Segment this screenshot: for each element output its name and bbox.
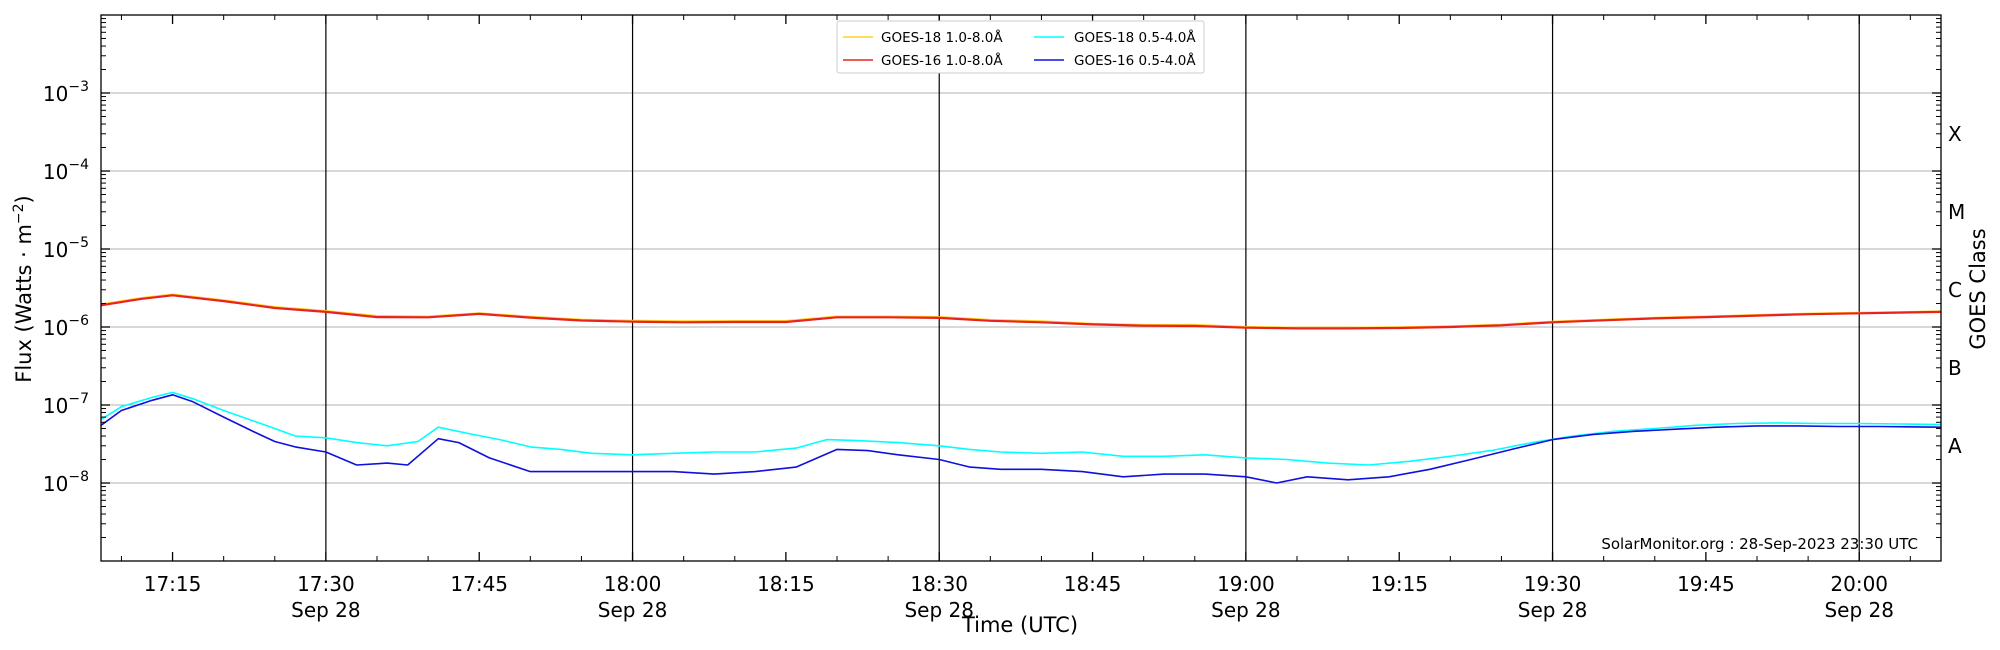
x-tick-label: 17:30	[297, 572, 355, 596]
plot-frame	[100, 14, 1942, 562]
x-tick-label: 19:30	[1524, 572, 1582, 596]
y-tick-label: 10−6	[43, 313, 89, 340]
x-tick-label: 19:15	[1370, 572, 1428, 596]
legend-box	[836, 20, 1205, 74]
x-tick-date-label: Sep 28	[904, 598, 974, 622]
y-axis-title-close: )	[12, 195, 36, 203]
y-tick-label-exponent: −4	[68, 157, 89, 173]
y-tick-label: 10−8	[43, 469, 89, 496]
y-tick-label-base: 10	[43, 316, 68, 340]
y-tick-label: 10−3	[43, 79, 89, 106]
y-tick-label: 10−4	[43, 157, 89, 184]
series-goes18-short	[100, 391, 1942, 466]
x-tick-label: 18:30	[910, 572, 968, 596]
series-layer	[100, 293, 1942, 484]
y-tick-label-exponent: −8	[68, 469, 89, 485]
x-axis-title: Time (UTC)	[961, 613, 1078, 637]
y-tick-label-base: 10	[43, 472, 68, 496]
goes-class-label: X	[1948, 122, 1962, 146]
y-axis-title-text: Flux (Watts · m	[12, 224, 36, 383]
y-tick-label-base: 10	[43, 238, 68, 262]
credit-text: SolarMonitor.org : 28-Sep-2023 23:30 UTC	[1601, 535, 1918, 553]
legend-label-goes18-short: GOES-18 0.5-4.0Å	[1074, 29, 1196, 46]
legend-label-goes18-long: GOES-18 1.0-8.0Å	[881, 29, 1003, 46]
x-tick-label: 17:15	[144, 572, 202, 596]
x-tick-label: 17:45	[450, 572, 508, 596]
goes-class-label: C	[1948, 278, 1962, 302]
x-tick-date-label: Sep 28	[1824, 598, 1894, 622]
legend-label-goes16-short: GOES-16 0.5-4.0Å	[1074, 52, 1196, 69]
x-tick-label: 18:00	[604, 572, 662, 596]
x-tick-date-label: Sep 28	[291, 598, 361, 622]
x-tick-label: 19:00	[1217, 572, 1275, 596]
y-axis-title: Flux (Watts · m−2)	[11, 195, 36, 383]
x-tick-label: 20:00	[1830, 572, 1888, 596]
legend-label-goes16-long: GOES-16 1.0-8.0Å	[881, 52, 1003, 69]
x-tick-label: 18:15	[757, 572, 815, 596]
y-tick-label-exponent: −5	[68, 235, 89, 251]
y-tick-label-exponent: −7	[68, 391, 89, 407]
y-tick-label-exponent: −6	[68, 313, 89, 329]
x-tick-date-label: Sep 28	[1211, 598, 1281, 622]
grid-layer	[101, 92, 1941, 484]
y-tick-label: 10−7	[43, 391, 89, 418]
series-goes16-short	[100, 393, 1942, 484]
goes-class-label: B	[1948, 356, 1962, 380]
x-tick-label: 19:45	[1677, 572, 1735, 596]
x-tick-date-label: Sep 28	[1518, 598, 1588, 622]
y-axis-title-superscript: −2	[11, 203, 27, 224]
goes-class-label: A	[1948, 434, 1962, 458]
y-tick-label: 10−5	[43, 235, 89, 262]
goes-class-label: M	[1948, 200, 1965, 224]
legend: GOES-18 1.0-8.0Å GOES-16 1.0-8.0Å GOES-1…	[836, 20, 1205, 74]
y-tick-label-base: 10	[43, 82, 68, 106]
y-tick-label-base: 10	[43, 160, 68, 184]
y2-axis-title: GOES Class	[1966, 228, 1990, 349]
series-goes16-long	[100, 294, 1942, 330]
x-tick-label: 18:45	[1064, 572, 1122, 596]
y-tick-label-exponent: −3	[68, 79, 89, 95]
vertical-marker-layer	[325, 15, 1860, 561]
x-tick-date-label: Sep 28	[598, 598, 668, 622]
y-tick-label-base: 10	[43, 394, 68, 418]
